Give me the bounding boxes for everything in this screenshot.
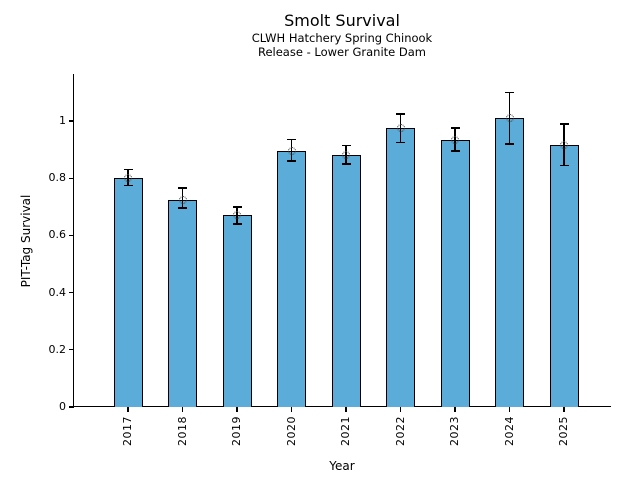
- chart-subtitle-line1: CLWH Hatchery Spring Chinook: [251, 31, 433, 45]
- bar-2022: [386, 128, 415, 407]
- error-cap-upper-2025: [559, 123, 569, 125]
- y-tick-label: 0.2: [48, 342, 67, 356]
- point-marker-2020: [287, 147, 296, 156]
- y-tick-label: 0.6: [48, 228, 67, 242]
- error-cap-upper-2017: [123, 168, 133, 171]
- error-cap-upper-2022: [396, 113, 405, 115]
- bar-2017: [113, 178, 143, 407]
- point-marker-2022: [396, 124, 405, 133]
- error-cap-lower-2024: [505, 143, 514, 145]
- error-cap-upper-2024: [505, 91, 514, 94]
- error-cap-lower-2022: [396, 141, 405, 144]
- x-tick-mark: [290, 407, 293, 412]
- x-tick-mark: [454, 407, 456, 412]
- x-tick-mark: [508, 407, 511, 412]
- x-tick-label-2025: 2025: [557, 416, 570, 446]
- x-tick-label-2022: 2022: [393, 416, 407, 446]
- bar-2018: [168, 199, 197, 407]
- x-tick-label-2021: 2021: [339, 416, 352, 446]
- x-tick-mark: [399, 407, 402, 412]
- point-marker-2018: [178, 195, 187, 204]
- bar-2020: [277, 151, 306, 407]
- point-marker-2023: [451, 135, 459, 144]
- x-tick-label-2023: 2023: [448, 416, 461, 446]
- error-cap-upper-2018: [178, 187, 187, 189]
- point-marker-2019: [233, 211, 241, 220]
- point-marker-2021: [342, 151, 350, 160]
- y-tick-mark: [69, 177, 74, 179]
- error-cap-lower-2019: [232, 223, 242, 225]
- error-cap-upper-2020: [287, 138, 296, 141]
- y-tick-mark: [69, 291, 74, 294]
- error-cap-lower-2018: [178, 207, 187, 210]
- x-tick-label-2017: 2017: [121, 416, 134, 446]
- chart-subtitle-line2: Release - Lower Granite Dam: [257, 45, 426, 59]
- chart-title: Smolt Survival: [284, 11, 400, 30]
- plot-area: 0 0.2 0.4 0.6 0.8 1 2017 2018 2019 2020 2021 2022 20…: [49, 74, 611, 446]
- y-tick-mark: [69, 120, 74, 122]
- y-tick-mark: [69, 406, 74, 408]
- y-tick-label: 0: [59, 400, 66, 413]
- error-cap-upper-2021: [341, 144, 351, 147]
- error-cap-lower-2017: [123, 184, 133, 187]
- error-cap-upper-2023: [450, 127, 460, 129]
- x-tick-label-2019: 2019: [230, 416, 243, 446]
- x-axis-label: Year: [329, 459, 355, 473]
- error-cap-lower-2025: [559, 164, 569, 167]
- x-tick-mark: [127, 407, 129, 412]
- error-cap-lower-2023: [450, 150, 460, 152]
- point-marker-2025: [560, 141, 568, 150]
- x-tick-label-2018: 2018: [175, 416, 189, 446]
- y-tick-label: 0.4: [48, 285, 67, 299]
- y-tick-label: 1: [59, 114, 66, 127]
- x-tick-mark: [236, 407, 238, 412]
- y-tick-label: 0.8: [48, 171, 67, 185]
- bar-2021: [331, 155, 361, 407]
- error-cap-upper-2019: [232, 206, 242, 208]
- x-tick-label-2024: 2024: [502, 416, 516, 446]
- point-marker-2017: [124, 174, 132, 183]
- error-cap-lower-2021: [341, 163, 351, 165]
- y-tick-mark: [69, 234, 74, 237]
- error-cap-lower-2020: [287, 160, 296, 162]
- bar-2023: [440, 139, 470, 407]
- x-tick-mark: [181, 407, 184, 412]
- x-tick-mark: [563, 407, 565, 412]
- x-tick-mark: [345, 407, 347, 412]
- point-marker-2024: [505, 114, 514, 123]
- x-tick-label-2020: 2020: [284, 416, 298, 446]
- bar-2024: [495, 118, 524, 407]
- bar-2025: [549, 145, 579, 407]
- bar-2019: [222, 215, 252, 407]
- y-tick-mark: [69, 349, 74, 351]
